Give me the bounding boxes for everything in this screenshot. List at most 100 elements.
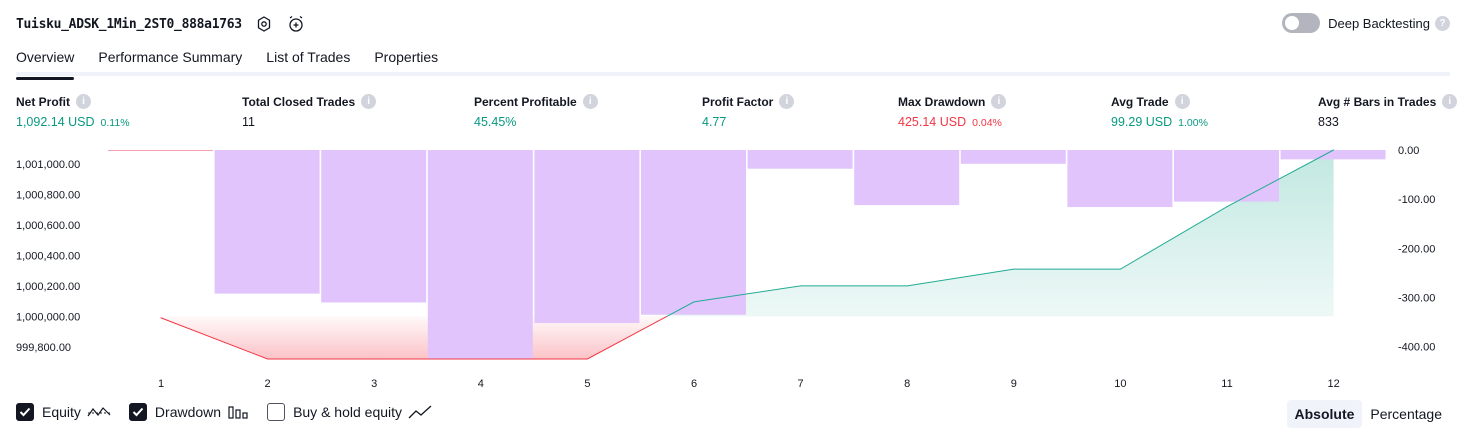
metric-percent: 1.00% bbox=[1178, 117, 1208, 129]
legend-drawdown[interactable]: Drawdown bbox=[128, 403, 249, 421]
info-icon[interactable]: i bbox=[1442, 94, 1458, 109]
tab-overview[interactable]: Overview bbox=[16, 44, 75, 80]
drawdown-bar bbox=[427, 150, 533, 359]
drawdown-bar bbox=[214, 150, 320, 294]
drawdown-bar bbox=[321, 150, 427, 303]
report-tabs: Overview Performance Summary List of Tra… bbox=[16, 44, 1450, 80]
legend-equity[interactable]: Equity bbox=[16, 403, 111, 421]
drawdown-bar bbox=[747, 150, 853, 169]
equity-point bbox=[373, 358, 375, 360]
metric-avg-trade: Avg Trade i 99.29 USD 1.00% bbox=[1111, 94, 1208, 129]
y-right-tick-label: -200.00 bbox=[1398, 243, 1435, 255]
equity-point bbox=[1333, 149, 1335, 151]
drawdown-bar bbox=[641, 150, 746, 315]
metric-total-closed-trades: Total Closed Trades i 11 bbox=[242, 94, 377, 129]
drawdown-checkbox[interactable] bbox=[128, 403, 147, 421]
x-tick-label: 9 bbox=[1011, 378, 1017, 390]
y-axis-left: 1,001,000.00 1,000,800.00 1,000,600.00 1,00… bbox=[16, 159, 80, 354]
x-tick-label: 7 bbox=[798, 378, 804, 390]
equity-point bbox=[1226, 206, 1228, 208]
info-icon[interactable]: i bbox=[779, 94, 795, 109]
legend-buy-hold[interactable]: Buy & hold equity bbox=[267, 403, 432, 421]
metric-label: Total Closed Trades bbox=[242, 94, 356, 109]
equity-point bbox=[906, 285, 908, 287]
display-mode-toggle: Absolute Percentage bbox=[1286, 400, 1451, 428]
y-left-tick-label: 1,000,400.00 bbox=[16, 250, 80, 262]
tab-performance-summary[interactable]: Performance Summary bbox=[98, 49, 243, 65]
legend-label: Equity bbox=[42, 404, 81, 420]
y-right-tick-label: -300.00 bbox=[1398, 293, 1435, 305]
deep-backtesting: Deep Backtesting ? bbox=[1282, 13, 1450, 33]
equity-point bbox=[160, 317, 162, 319]
equity-positive-area bbox=[666, 150, 1334, 317]
equity-point bbox=[1119, 268, 1121, 270]
y-right-tick-label: 0.00 bbox=[1398, 145, 1419, 157]
x-tick-label: 2 bbox=[265, 378, 271, 390]
metric-value: 11 bbox=[242, 115, 255, 129]
drawdown-bar bbox=[108, 150, 213, 151]
metric-percent: 0.04% bbox=[972, 117, 1002, 129]
metric-label: Net Profit bbox=[16, 94, 70, 109]
equity-line-positive bbox=[666, 149, 1334, 317]
drawdown-bar bbox=[854, 150, 960, 206]
deep-backtesting-label: Deep Backtesting bbox=[1328, 15, 1430, 31]
help-icon[interactable]: ? bbox=[1435, 15, 1450, 31]
equity-drawdown-chart[interactable]: 1,001,000.00 1,000,800.00 1,000,600.00 1,00… bbox=[0, 140, 1466, 395]
chart-legend: Equity Drawdown Buy & hold equity bbox=[16, 403, 450, 421]
equity-line-negative bbox=[160, 315, 668, 360]
y-left-tick-label: 1,000,000.00 bbox=[16, 311, 80, 323]
info-icon[interactable]: i bbox=[1174, 94, 1190, 109]
equity-point bbox=[267, 358, 269, 360]
info-icon[interactable]: i bbox=[582, 94, 598, 109]
y-axis-right: 0.00 -100.00 -200.00 -300.00 -400.00 bbox=[1398, 145, 1435, 354]
metric-value: 833 bbox=[1318, 115, 1339, 129]
equity-checkbox[interactable] bbox=[16, 403, 34, 421]
x-tick-label: 11 bbox=[1221, 378, 1232, 390]
x-tick-label: 5 bbox=[584, 378, 590, 390]
x-tick-label: 1 bbox=[158, 378, 164, 390]
metric-profit-factor: Profit Factor i 4.77 bbox=[702, 94, 795, 129]
x-tick-label: 3 bbox=[371, 378, 377, 390]
equity-negative-area bbox=[161, 316, 667, 359]
x-tick-label: 4 bbox=[478, 378, 484, 390]
drawdown-bar bbox=[1280, 150, 1386, 160]
gear-icon[interactable] bbox=[254, 14, 274, 34]
metric-value: 425.14 USD bbox=[898, 115, 967, 129]
buy-hold-checkbox[interactable] bbox=[267, 403, 286, 421]
drawdown-bars-icon bbox=[227, 404, 249, 420]
x-tick-label: 10 bbox=[1114, 378, 1126, 390]
equity-point bbox=[586, 358, 588, 360]
y-left-tick-label: 999,800.00 bbox=[16, 342, 71, 354]
metric-net-profit: Net Profit i 1,092.14 USD 0.11% bbox=[16, 94, 130, 129]
y-left-tick-label: 1,000,600.00 bbox=[16, 220, 80, 232]
equity-area bbox=[161, 150, 1334, 359]
x-tick-label: 6 bbox=[691, 378, 697, 390]
tab-properties[interactable]: Properties bbox=[374, 49, 439, 65]
legend-label: Drawdown bbox=[154, 404, 222, 420]
metrics-row: Net Profit i 1,092.14 USD 0.11% Total Clos… bbox=[0, 94, 1466, 134]
deep-backtesting-toggle[interactable] bbox=[1282, 13, 1321, 33]
percentage-button[interactable]: Percentage bbox=[1370, 406, 1442, 422]
equity-point bbox=[800, 285, 802, 287]
drawdown-bars bbox=[108, 150, 1386, 359]
y-left-tick-label: 1,000,200.00 bbox=[16, 281, 80, 293]
y-right-tick-label: -100.00 bbox=[1398, 194, 1435, 206]
info-icon[interactable]: i bbox=[76, 94, 91, 109]
y-right-tick-label: -400.00 bbox=[1398, 342, 1435, 354]
metric-label: Profit Factor bbox=[702, 94, 774, 109]
info-icon[interactable]: i bbox=[361, 94, 377, 109]
equity-line-icon bbox=[87, 404, 111, 420]
drawdown-bar bbox=[534, 150, 640, 324]
absolute-button[interactable]: Absolute bbox=[1286, 400, 1363, 428]
metric-label: Avg Trade bbox=[1111, 94, 1169, 109]
info-icon[interactable]: i bbox=[991, 94, 1007, 109]
strategy-name: Tuisku_ADSK_1Min_2ST0_888a1763 bbox=[16, 16, 242, 32]
x-tick-label: 8 bbox=[904, 378, 910, 390]
tab-list-of-trades[interactable]: List of Trades bbox=[266, 49, 351, 65]
drawdown-bar bbox=[1067, 150, 1173, 208]
title-row: Tuisku_ADSK_1Min_2ST0_888a1763 bbox=[16, 12, 306, 36]
equity-point bbox=[1013, 268, 1015, 270]
alarm-clock-plus-icon[interactable] bbox=[286, 14, 306, 34]
drawdown-bar bbox=[1174, 150, 1279, 202]
metric-avg-bars-in-trades: Avg # Bars in Trades i 833 bbox=[1318, 94, 1458, 129]
